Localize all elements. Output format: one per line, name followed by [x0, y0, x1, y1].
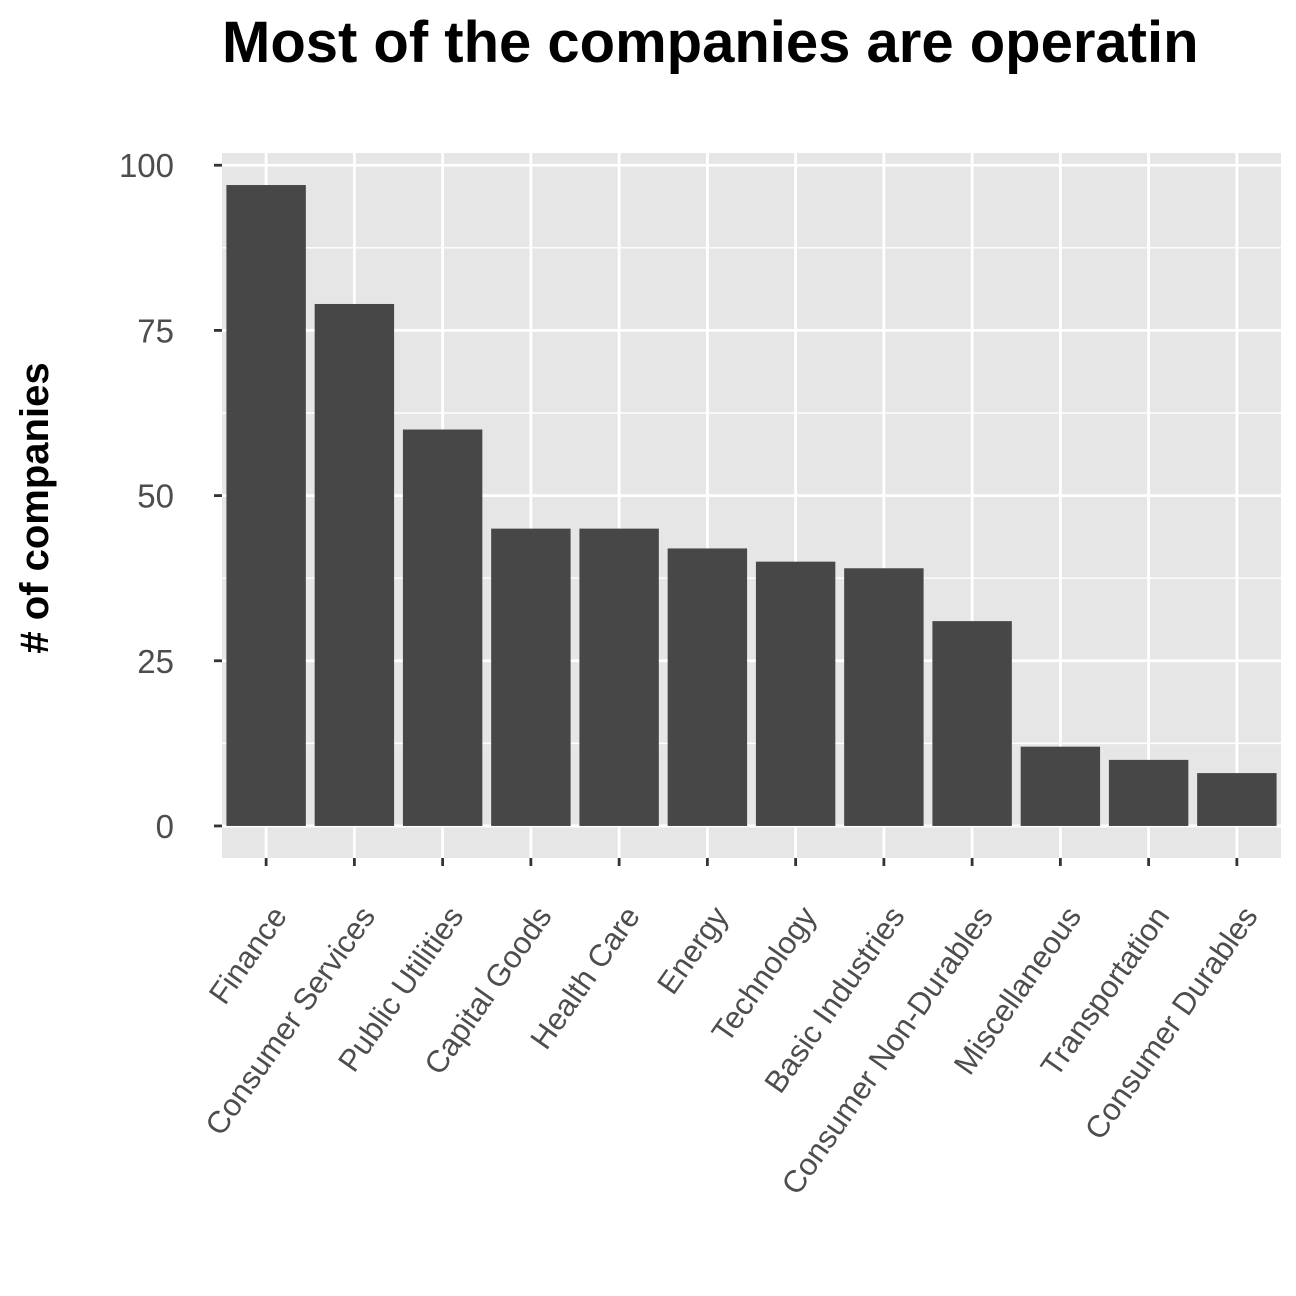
bar-basic-industries: [844, 568, 924, 826]
bar-consumer-non-durables: [932, 621, 1012, 826]
y-tick-label: 75: [137, 312, 174, 349]
bar-finance: [226, 185, 306, 826]
y-tick-label: 25: [137, 643, 174, 680]
bar-transportation: [1108, 759, 1189, 826]
x-tick-label: Finance: [202, 900, 294, 1010]
bar-technology: [755, 561, 836, 826]
x-tick-label: Consumer Services: [198, 900, 382, 1142]
y-axis-label: # of companies: [13, 362, 57, 653]
x-tick-label: Energy: [650, 900, 735, 1001]
bar-energy: [667, 548, 748, 826]
bar-public-utilities: [402, 429, 483, 826]
chart-title: Most of the companies are operatin: [222, 10, 1199, 75]
bar-consumer-services: [314, 303, 395, 826]
plot-panel: [222, 153, 1281, 858]
bar-capital-goods: [491, 528, 571, 826]
bar-health-care: [579, 528, 659, 826]
bar-consumer-durables: [1197, 773, 1277, 826]
y-tick-label: 0: [156, 808, 174, 845]
y-tick-label: 50: [137, 478, 174, 515]
x-tick-label: Consumer Durables: [1078, 900, 1265, 1146]
bars: [226, 185, 1277, 826]
bar-miscellaneous: [1020, 746, 1101, 826]
y-tick-label: 100: [119, 147, 174, 184]
